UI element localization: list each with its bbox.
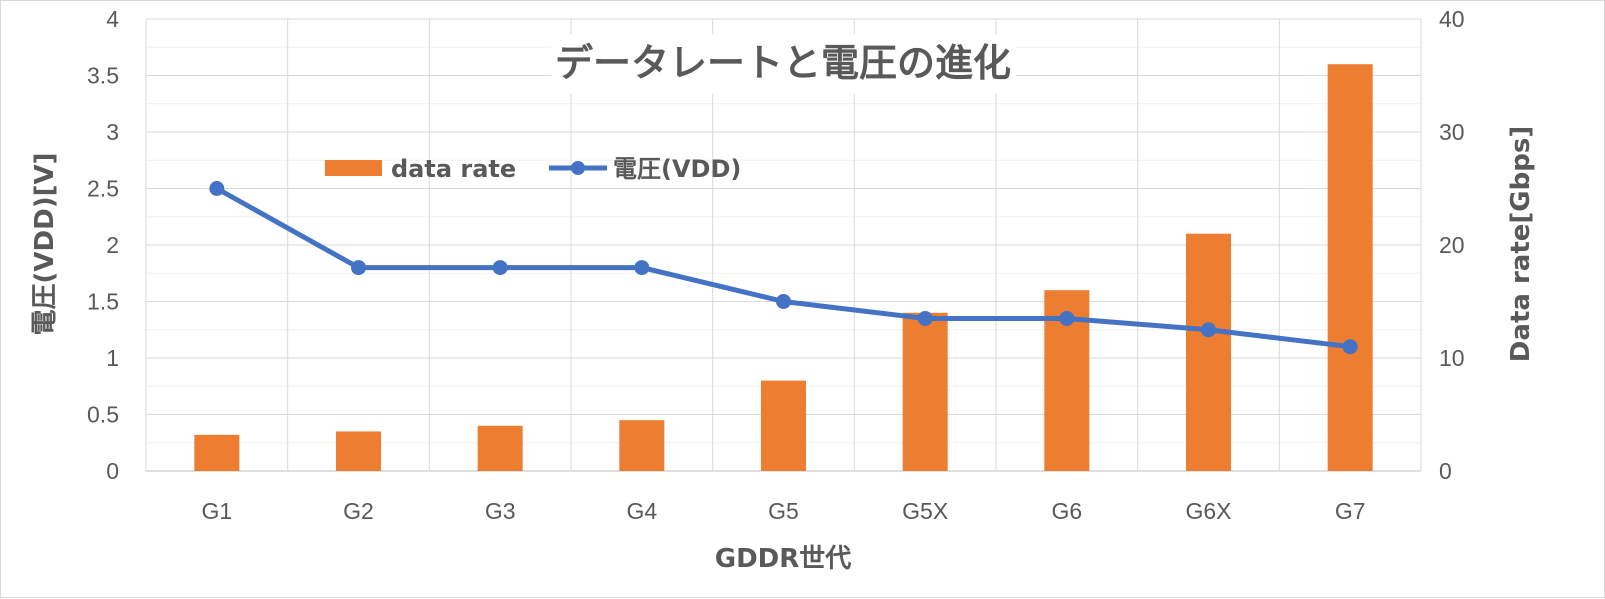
bar-G3 [477,425,523,471]
y-left-tick-label: 2 [106,232,119,258]
vdd-point-G1 [209,181,225,196]
y-left-tick-label: 3 [106,119,119,145]
x-tick-label: G5X [902,498,948,524]
vdd-point-G7 [1342,339,1358,355]
y-left-tick-label: 0 [106,458,119,484]
y-left-tick-label: 0.5 [87,402,119,428]
vdd-point-G5X [917,310,933,326]
y-left-tick-label: 3.5 [87,63,119,89]
bar-G1 [194,434,240,471]
vdd-line [215,186,1351,350]
bar-G5X [902,312,948,471]
y-right-tick-label: 10 [1439,345,1465,371]
bar-G5 [761,380,806,471]
x-tick-label: G7 [1335,498,1366,524]
x-tick-label: G6 [1051,498,1082,524]
x-tick-label: G6X [1185,498,1231,524]
y-right-tick-label: 30 [1439,119,1465,145]
x-tick-label: G4 [626,498,657,524]
vdd-point-G3 [492,260,508,276]
line-series [209,181,1358,355]
vdd-point-G6 [1059,310,1075,326]
y-right-tick-label: 40 [1439,6,1465,32]
vdd-point-G2 [351,260,366,276]
legend-label-data-rate: data rate [391,155,516,183]
y-left-tick-label: 1 [106,345,119,371]
y-axis-left-title: 電圧(VDD)[V] [30,153,60,336]
legend-swatch-vdd-marker [571,161,585,175]
x-axis-title: GDDR世代 [715,544,852,574]
bar-G2 [336,431,381,471]
bar-G4 [619,420,665,471]
legend: data rate 電圧(VDD) [325,155,741,183]
legend-swatch-data-rate [325,160,382,176]
vdd-point-G6X [1201,322,1216,338]
bar-G7 [1327,64,1373,471]
bar-G6X [1186,233,1231,471]
y-right-tick-label: 20 [1439,232,1465,258]
y-left-tick-label: 1.5 [87,289,119,315]
vdd-point-G5 [776,294,791,309]
chart-title-background [551,34,1016,94]
x-tick-label: G5 [768,498,799,524]
vdd-point-G4 [634,260,650,276]
x-tick-label: G3 [485,498,516,524]
x-tick-label: G1 [201,498,232,524]
legend-label-vdd: 電圧(VDD) [613,155,741,183]
x-tick-label: G2 [343,498,374,524]
bar-series [194,64,1373,471]
y-right-tick-label: 0 [1439,458,1452,484]
y-axis-right-title: Data rate[Gbps] [1506,126,1536,362]
y-left-tick-label: 4 [106,6,119,32]
chart-title: データレートと電圧の進化 [555,41,1011,85]
y-left-tick-label: 2.5 [87,176,119,202]
